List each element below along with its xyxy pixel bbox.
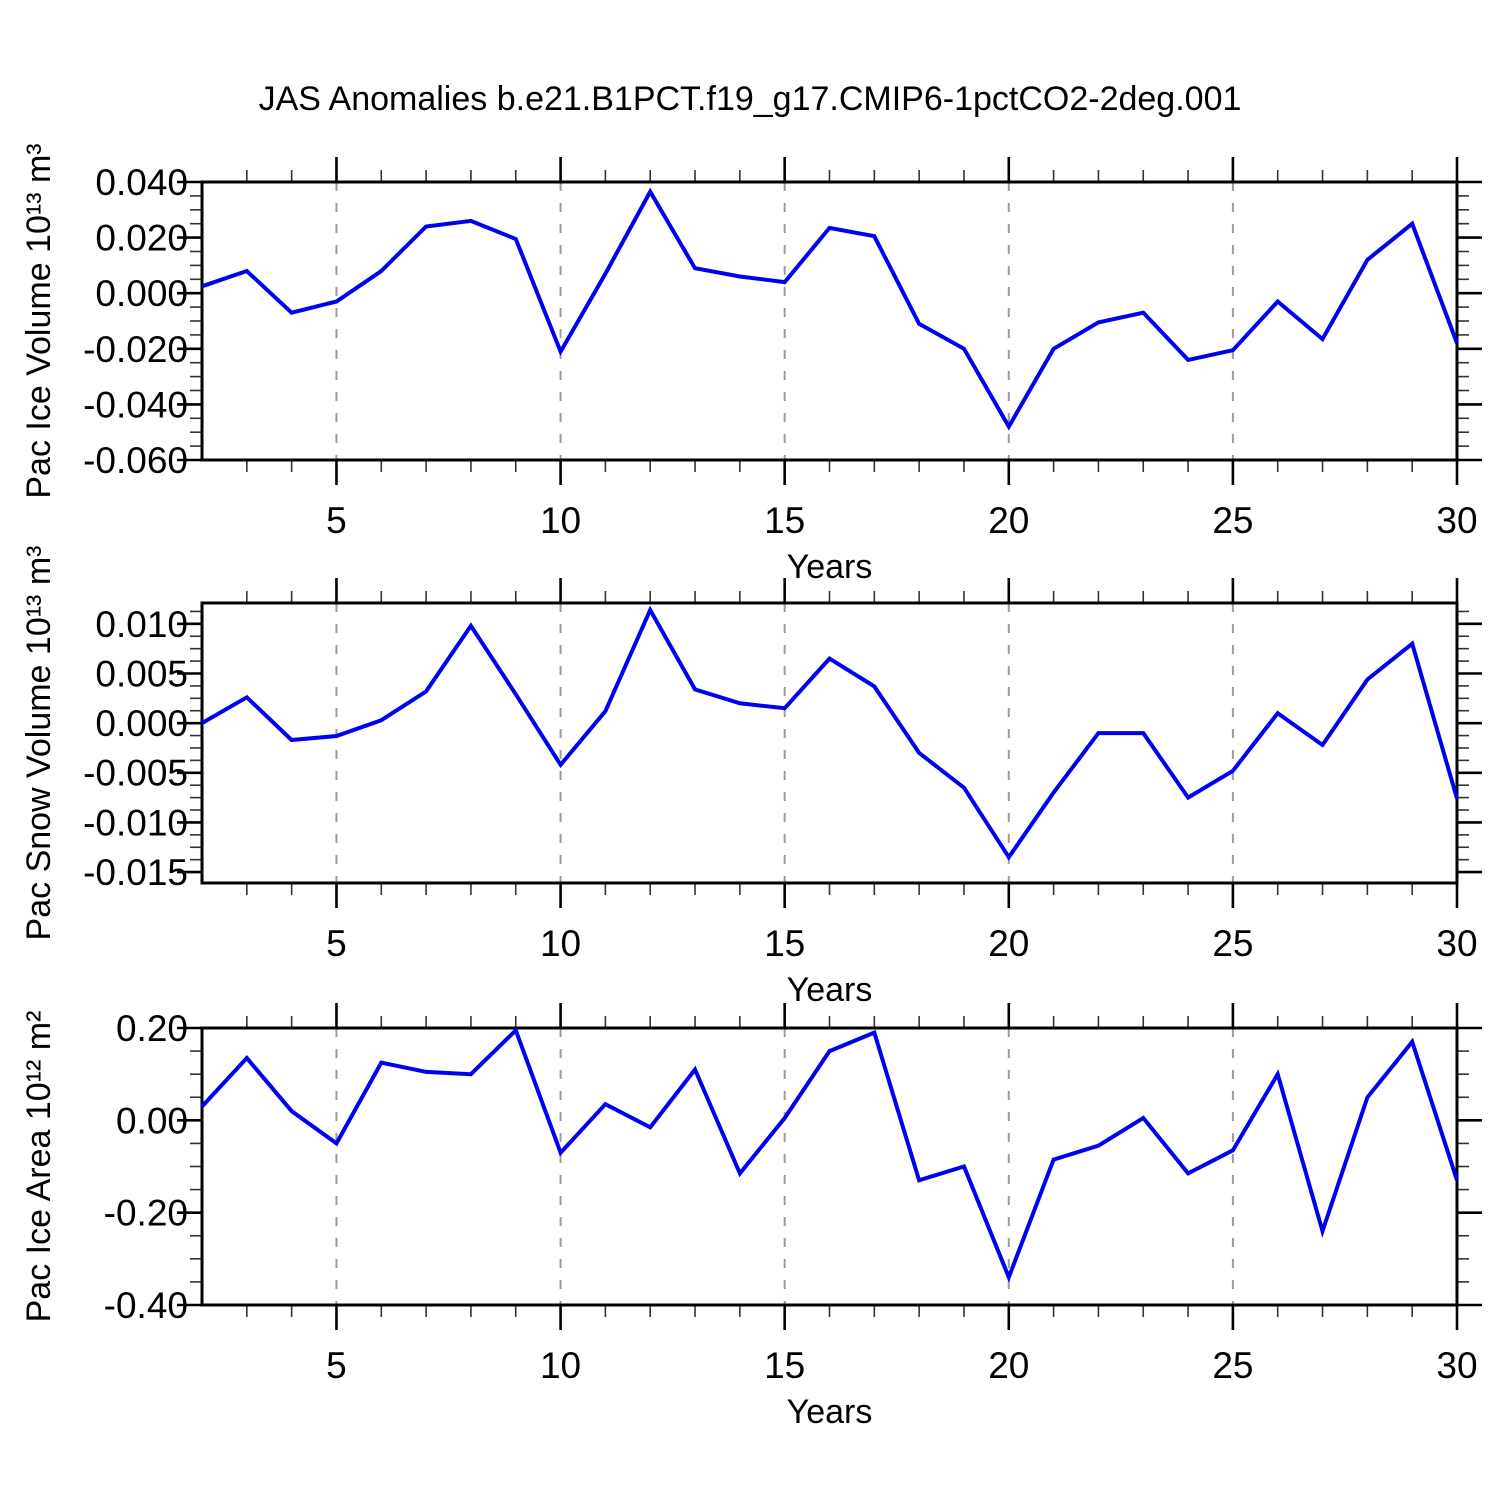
pac-ice-area-x-tick-label: 15 bbox=[764, 1345, 805, 1386]
pac-ice-area-y-tick-label: 0.00 bbox=[116, 1100, 188, 1141]
pac-ice-volume-x-axis-title: Years bbox=[787, 548, 873, 586]
chart-title: JAS Anomalies b.e21.B1PCT.f19_g17.CMIP6-… bbox=[258, 80, 1242, 118]
pac-ice-area-x-axis-title: Years bbox=[787, 1393, 873, 1431]
pac-ice-volume-y-tick-label: -0.020 bbox=[83, 329, 188, 370]
pac-ice-volume-data-line bbox=[201, 187, 1459, 431]
pac-ice-volume-y-axis-title: Pac Ice Volume 10¹³ m³ bbox=[20, 143, 58, 498]
pac-snow-volume-y-tick-label: 0.005 bbox=[95, 653, 188, 694]
pac-ice-volume-plot-box bbox=[200, 180, 1459, 462]
pac-snow-volume-x-axis-title: Years bbox=[787, 971, 873, 1009]
pac-ice-volume-y-tick-label: -0.060 bbox=[83, 440, 188, 481]
pac-ice-area-x-tick-label: 25 bbox=[1212, 1345, 1253, 1386]
pac-ice-area-y-tick-label: 0.20 bbox=[116, 1008, 188, 1049]
pac-ice-volume-x-tick-label: 5 bbox=[326, 500, 347, 541]
pac-ice-volume-y-tick-label: -0.040 bbox=[83, 384, 188, 425]
pac-ice-area-y-tick-label: -0.20 bbox=[104, 1193, 188, 1234]
pac-snow-volume-y-tick-label: -0.005 bbox=[83, 753, 188, 794]
pac-ice-area-y-axis-title: Pac Ice Area 10¹² m² bbox=[20, 1011, 58, 1323]
pac-snow-volume-x-tick-label: 5 bbox=[326, 923, 347, 964]
pac-ice-volume-x-tick-label: 15 bbox=[764, 500, 805, 541]
pac-ice-volume-x-tick-label: 25 bbox=[1212, 500, 1253, 541]
pac-ice-volume-x-tick-label: 30 bbox=[1436, 500, 1477, 541]
pac-snow-volume-y-tick-label: 0.010 bbox=[95, 604, 188, 645]
pac-snow-volume-x-tick-label: 20 bbox=[988, 923, 1029, 964]
pac-snow-volume-y-tick-label: 0.000 bbox=[95, 703, 188, 744]
pac-snow-volume-x-tick-label: 25 bbox=[1212, 923, 1253, 964]
pac-snow-volume-x-tick-label: 30 bbox=[1436, 923, 1477, 964]
pac-ice-area-plot-box bbox=[200, 1026, 1459, 1307]
pac-ice-area-x-tick-label: 20 bbox=[988, 1345, 1029, 1386]
pac-snow-volume-x-tick-label: 10 bbox=[540, 923, 581, 964]
pac-ice-area-y-tick-label: -0.40 bbox=[104, 1285, 188, 1326]
pac-ice-volume-x-tick-label: 10 bbox=[540, 500, 581, 541]
pac-snow-volume-y-tick-label: -0.015 bbox=[83, 852, 188, 893]
pac-ice-area-x-tick-label: 30 bbox=[1436, 1345, 1477, 1386]
pac-ice-volume-y-tick-label: 0.000 bbox=[95, 273, 188, 314]
pac-ice-volume-y-tick-label: 0.020 bbox=[95, 218, 188, 259]
pac-ice-area-x-tick-label: 10 bbox=[540, 1345, 581, 1386]
pac-snow-volume-y-axis-title: Pac Snow Volume 10¹³ m³ bbox=[20, 546, 58, 941]
pac-ice-area-data-line bbox=[200, 1026, 1459, 1283]
pac-snow-volume-x-tick-label: 15 bbox=[764, 923, 805, 964]
pac-ice-volume-x-tick-label: 20 bbox=[988, 500, 1029, 541]
pac-snow-volume-y-tick-label: -0.010 bbox=[83, 802, 188, 843]
pac-ice-volume-y-tick-label: 0.040 bbox=[95, 162, 188, 203]
pac-snow-volume-data-line bbox=[201, 605, 1459, 861]
pac-ice-area-x-tick-label: 5 bbox=[326, 1345, 347, 1386]
pac-snow-volume-plot-box bbox=[200, 601, 1459, 885]
